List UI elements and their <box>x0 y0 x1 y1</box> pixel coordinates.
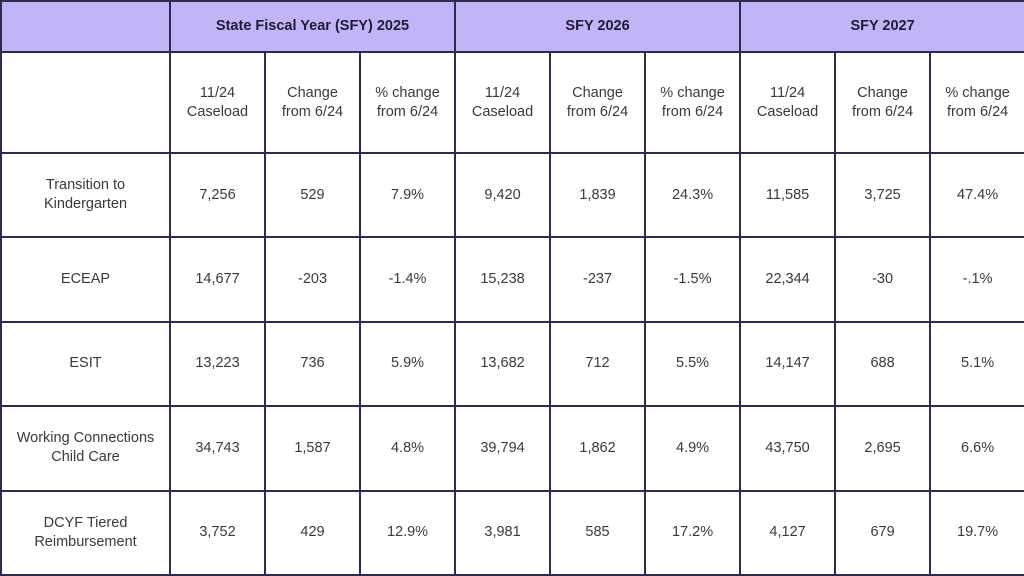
row-label-line1: Transition to <box>45 177 126 194</box>
table-cell: 679 <box>834 489 932 576</box>
row-label-line2: Reimbursement <box>34 533 137 550</box>
group-header-sfy-2025: State Fiscal Year (SFY) 2025 <box>168 0 457 53</box>
column-header: % change from 6/24 <box>644 51 742 154</box>
table-row: Working Connections Child Care 34,743 1,587… <box>0 405 1024 492</box>
table-cell: 1,587 <box>264 405 361 492</box>
row-label-line2: Child Care <box>51 449 120 466</box>
table-cell: 19.7% <box>929 489 1024 576</box>
row-label-line1: ESIT <box>69 355 102 372</box>
column-header-line2: from 6/24 <box>566 103 629 120</box>
table-row: Transition to Kindergarten 7,256 529 7.9% 9,4… <box>0 151 1024 239</box>
table-row: ECEAP 14,677 -203 -1.4% 15,238 -237 -1.5% 22,34… <box>0 236 1024 323</box>
table-cell: 7.9% <box>358 151 457 239</box>
column-header-line1: Change <box>572 84 623 101</box>
table-row: ESIT 13,223 736 5.9% 13,682 712 5.5% 14,147 688 5… <box>0 320 1024 408</box>
table-cell: 14,677 <box>169 236 266 323</box>
table-cell: -.1% <box>929 236 1024 323</box>
table-cell: 11,585 <box>739 151 837 239</box>
table-cell: 5.5% <box>644 320 742 408</box>
row-label-header <box>0 51 171 154</box>
column-header-line1: % change <box>945 84 1010 101</box>
column-header-line1: % change <box>375 84 440 101</box>
table-cell: 5.1% <box>929 320 1024 408</box>
column-header-line2: from 6/24 <box>376 103 439 120</box>
table-cell: 3,725 <box>834 151 932 239</box>
row-label: Transition to Kindergarten <box>0 151 171 239</box>
row-label-line1: ECEAP <box>60 271 111 288</box>
column-header: 11/24 Caseload <box>169 51 266 154</box>
table-cell: 47.4% <box>929 151 1024 239</box>
group-header-sfy-2027: SFY 2027 <box>739 0 1024 53</box>
column-header-line1: 11/24 <box>769 84 806 101</box>
table-cell: 15,238 <box>454 236 552 323</box>
column-header-line2: from 6/24 <box>281 103 344 120</box>
column-header-line1: % change <box>660 84 725 101</box>
table-cell: 13,682 <box>454 320 552 408</box>
table-body: Transition to Kindergarten 7,256 529 7.9% 9,4… <box>0 151 1024 576</box>
row-label-line2: Kindergarten <box>43 196 128 213</box>
column-header-line2: Caseload <box>186 103 249 120</box>
column-header: % change from 6/24 <box>929 51 1024 154</box>
table-cell: -30 <box>834 236 932 323</box>
column-header-line2: from 6/24 <box>946 103 1009 120</box>
column-header-line1: 11/24 <box>484 84 521 101</box>
table-cell: 2,695 <box>834 405 932 492</box>
table-cell: 34,743 <box>169 405 266 492</box>
column-header: % change from 6/24 <box>358 51 457 154</box>
column-header: Change from 6/24 <box>264 51 361 154</box>
column-header-line2: Caseload <box>471 103 534 120</box>
table-cell: 1,839 <box>549 151 647 239</box>
column-header-line1: 11/24 <box>199 84 236 101</box>
sub-header-row: 11/24 Caseload Change from 6/24 % change fr… <box>0 51 1024 154</box>
table-cell: 529 <box>264 151 361 239</box>
column-header: Change from 6/24 <box>549 51 647 154</box>
table-cell: 585 <box>549 489 647 576</box>
table-cell: -237 <box>549 236 647 323</box>
table-cell: 1,862 <box>549 405 647 492</box>
row-label-line1: DCYF Tiered <box>43 514 128 531</box>
group-header-sfy-2026: SFY 2026 <box>454 0 742 53</box>
row-label-line1: Working Connections <box>16 430 155 447</box>
table-cell: 39,794 <box>454 405 552 492</box>
table-cell: 17.2% <box>644 489 742 576</box>
table-cell: 13,223 <box>169 320 266 408</box>
table-cell: 6.6% <box>929 405 1024 492</box>
column-header-line2: from 6/24 <box>661 103 724 120</box>
table-cell: 9,420 <box>454 151 552 239</box>
table-cell: 4.9% <box>644 405 742 492</box>
table-cell: 4,127 <box>739 489 837 576</box>
column-header-line1: Change <box>857 84 908 101</box>
column-header: 11/24 Caseload <box>739 51 837 154</box>
table-cell: 5.9% <box>358 320 457 408</box>
table-cell: -1.5% <box>644 236 742 323</box>
row-label: DCYF Tiered Reimbursement <box>0 489 171 576</box>
table-cell: 3,981 <box>454 489 552 576</box>
table-cell: 7,256 <box>169 151 266 239</box>
row-label: ECEAP <box>0 236 171 323</box>
table-cell: 14,147 <box>739 320 837 408</box>
table-cell: 712 <box>549 320 647 408</box>
table-cell: 12.9% <box>358 489 457 576</box>
row-label: Working Connections Child Care <box>0 405 171 492</box>
column-header-line1: Change <box>287 84 338 101</box>
table-cell: -203 <box>264 236 361 323</box>
table-cell: 22,344 <box>739 236 837 323</box>
corner-cell <box>0 0 171 53</box>
table-cell: 24.3% <box>644 151 742 239</box>
column-header: 11/24 Caseload <box>454 51 552 154</box>
table-cell: 4.8% <box>358 405 457 492</box>
group-header-row: State Fiscal Year (SFY) 2025 SFY 2026 SF… <box>0 0 1024 53</box>
column-header-line2: Caseload <box>756 103 819 120</box>
table-cell: -1.4% <box>358 236 457 323</box>
table-row: DCYF Tiered Reimbursement 3,752 429 12.9% 3,9… <box>0 489 1024 576</box>
table-cell: 3,752 <box>169 489 266 576</box>
table-cell: 688 <box>834 320 932 408</box>
table-cell: 736 <box>264 320 361 408</box>
table-cell: 43,750 <box>739 405 837 492</box>
column-header-line2: from 6/24 <box>851 103 914 120</box>
table-cell: 429 <box>264 489 361 576</box>
row-label: ESIT <box>0 320 171 408</box>
column-header: Change from 6/24 <box>834 51 932 154</box>
